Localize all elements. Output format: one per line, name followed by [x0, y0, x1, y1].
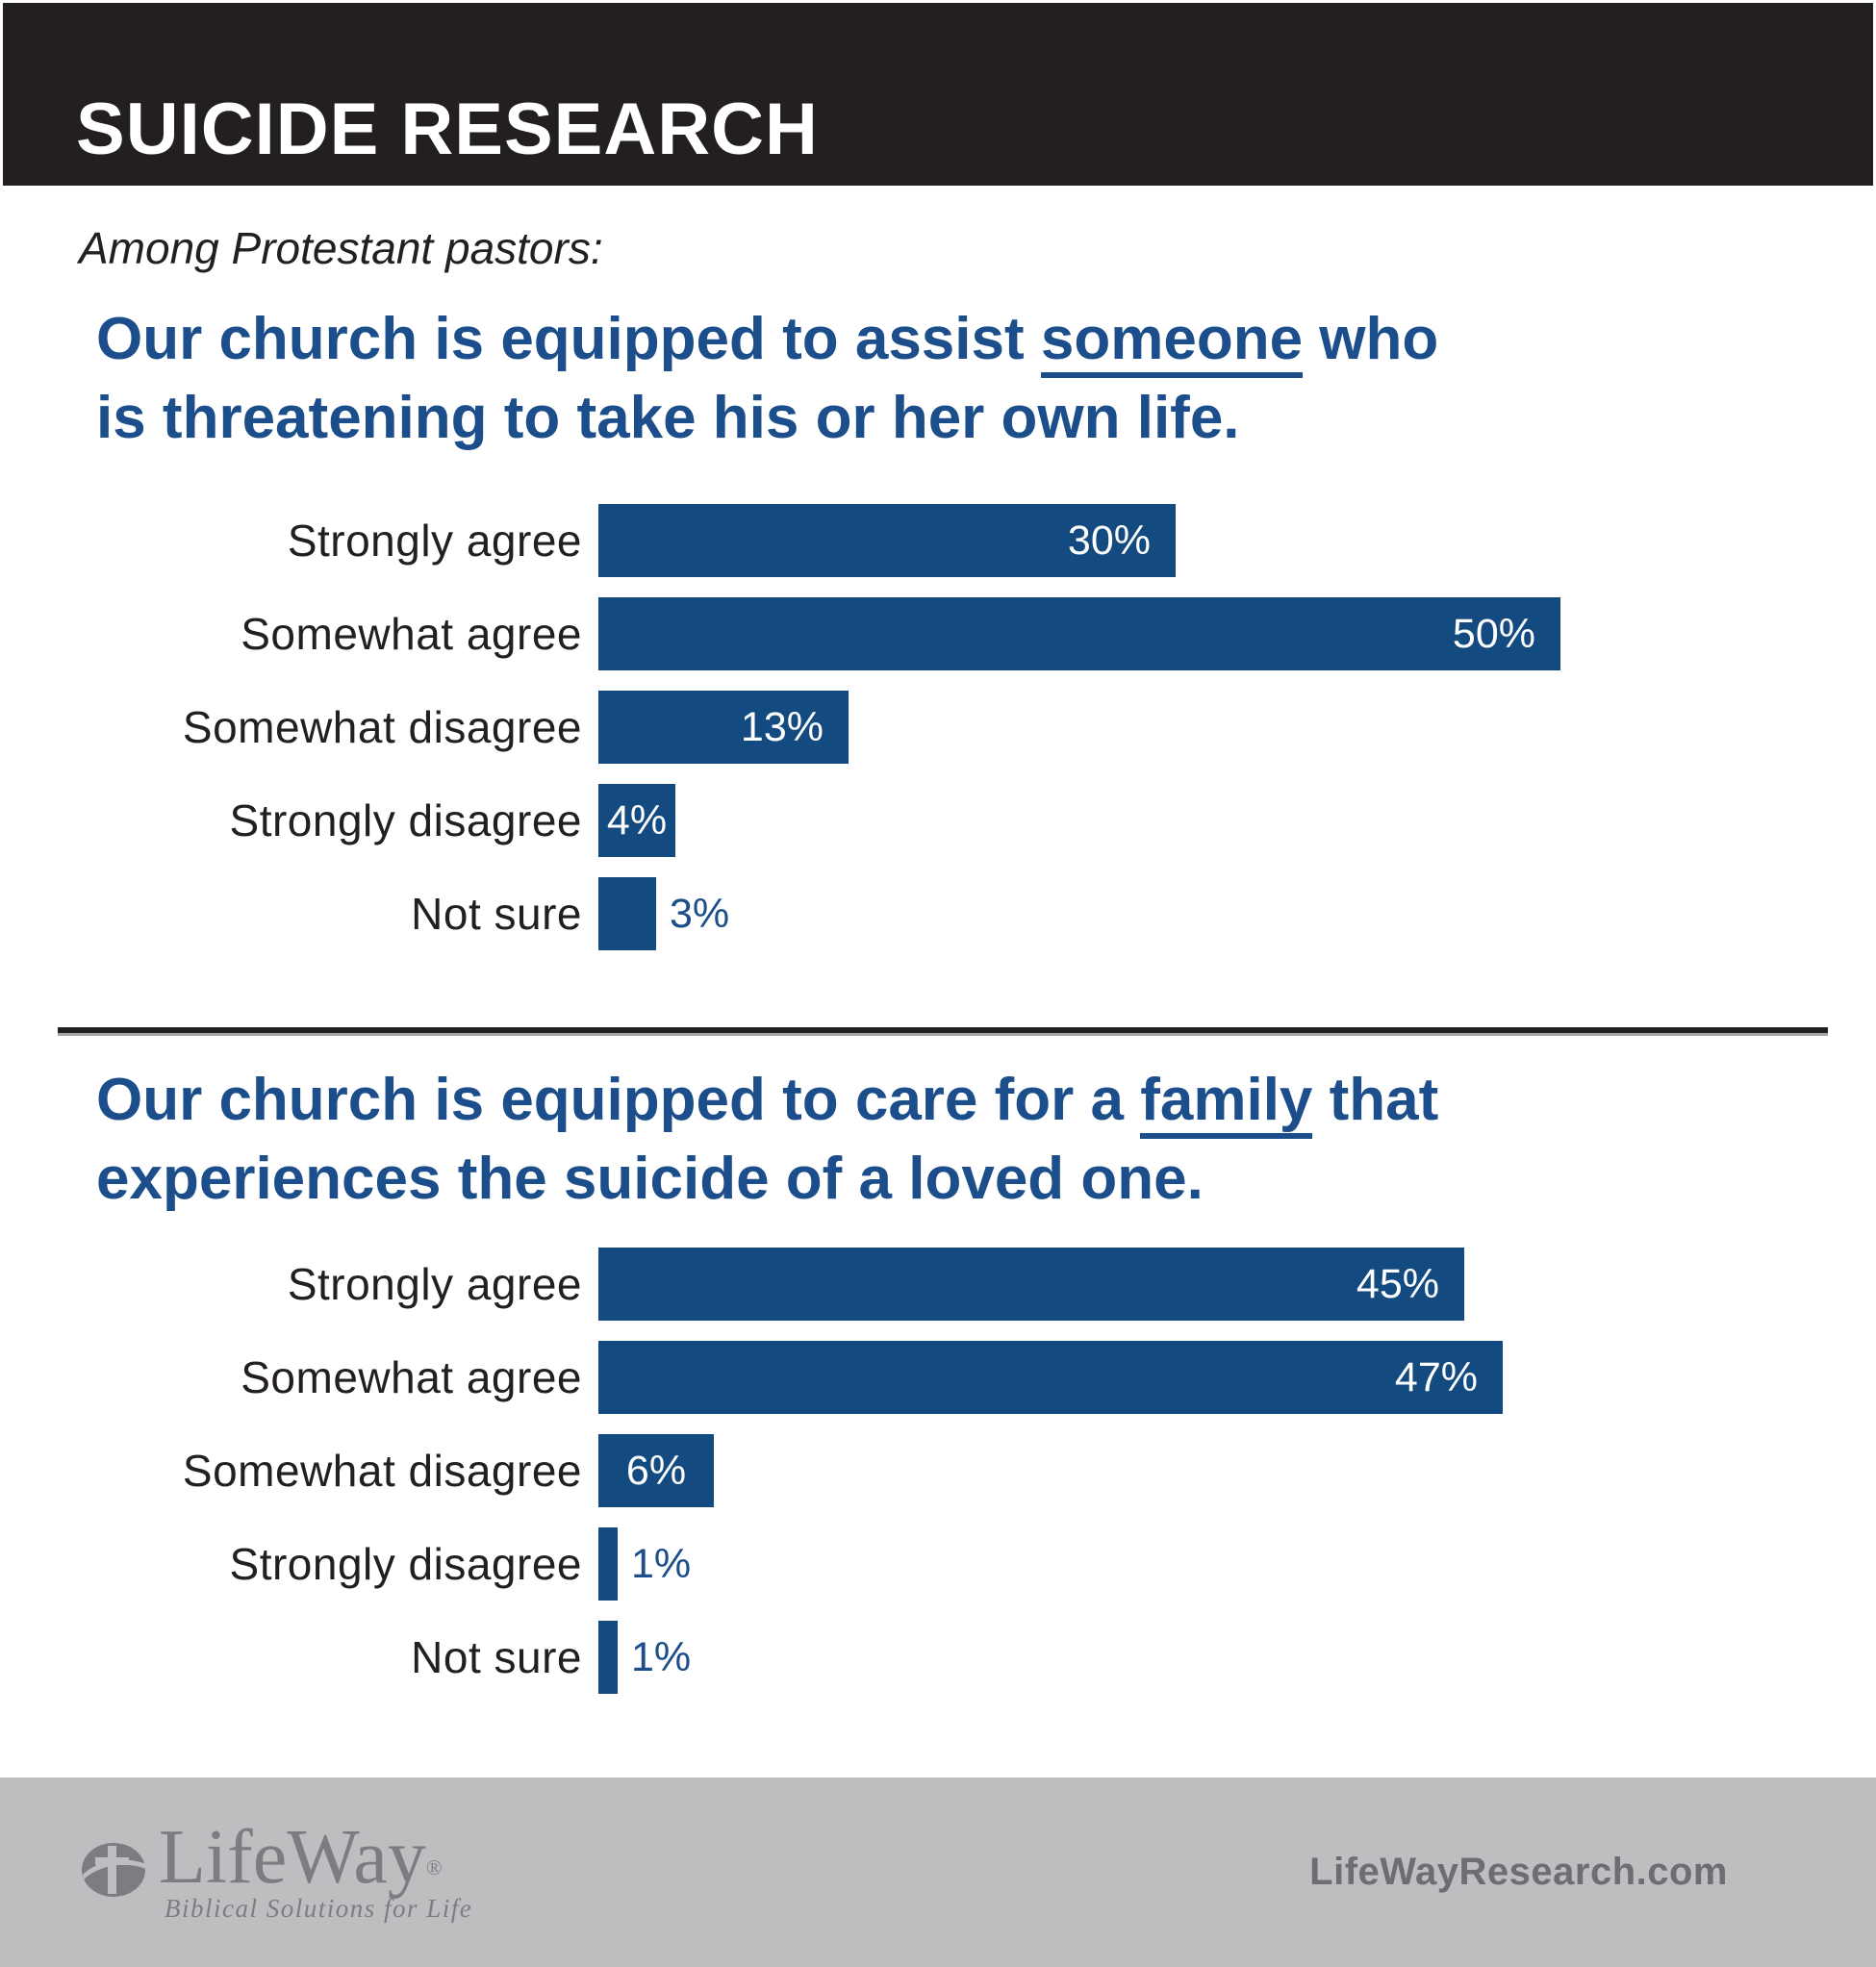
- value-label: 6%: [625, 1447, 687, 1494]
- value-label: 30%: [1067, 517, 1151, 564]
- category-label: Somewhat agree: [241, 609, 582, 659]
- bar: 13%: [598, 691, 849, 764]
- bar-area: 30%: [598, 504, 1176, 577]
- bar-area: 3%: [598, 877, 729, 950]
- bar-chart-family: Strongly agree 45% Somewhat agree 47% Somewh…: [0, 1248, 1876, 1694]
- chart-row: Strongly agree 45%: [0, 1248, 1876, 1321]
- category-label: Strongly disagree: [229, 1539, 582, 1589]
- category-label: Strongly disagree: [229, 795, 582, 845]
- chart-2-title-post: that: [1312, 1067, 1439, 1133]
- chart-1-title-post: who: [1303, 306, 1439, 372]
- bar: [598, 1527, 618, 1601]
- bar-area: 1%: [598, 1621, 691, 1694]
- bar-area: 13%: [598, 691, 849, 764]
- chart-row: Somewhat agree 47%: [0, 1341, 1876, 1414]
- value-label: 1%: [631, 1633, 692, 1680]
- bar-area: 4%: [598, 784, 675, 857]
- bar-area: 1%: [598, 1527, 691, 1601]
- value-label: 1%: [631, 1540, 692, 1587]
- registered-mark: ®: [425, 1855, 443, 1879]
- category-label: Strongly agree: [287, 1259, 582, 1309]
- bar: 50%: [598, 597, 1560, 670]
- category-label: Somewhat agree: [241, 1352, 582, 1402]
- chart-row: Not sure 1%: [0, 1621, 1876, 1694]
- chart-2-title-line2: experiences the suicide of a loved one.: [96, 1146, 1204, 1212]
- value-label: 45%: [1356, 1260, 1439, 1307]
- chart-row: Somewhat disagree 6%: [0, 1434, 1876, 1507]
- bar-area: 6%: [598, 1434, 714, 1507]
- section-divider: [58, 1027, 1828, 1036]
- lifeway-logo-name: LifeWay®: [159, 1815, 443, 1900]
- chart-row: Strongly disagree 1%: [0, 1527, 1876, 1601]
- bar: 4%: [598, 784, 675, 857]
- bar: [598, 877, 656, 950]
- category-label: Not sure: [411, 889, 582, 939]
- category-label: Somewhat disagree: [182, 702, 582, 752]
- bar-area: 47%: [598, 1341, 1503, 1414]
- bar: 45%: [598, 1248, 1464, 1321]
- page-title: SUICIDE RESEARCH: [76, 88, 819, 170]
- category-label: Strongly agree: [287, 516, 582, 566]
- chart-1-title: Our church is equipped to assist someone…: [96, 300, 1751, 458]
- chart-row: Somewhat disagree 13%: [0, 691, 1876, 764]
- footer-bar: LifeWay® Biblical Solutions for Life Lif…: [0, 1778, 1876, 1967]
- lifeway-logo-tagline: Biblical Solutions for Life: [165, 1894, 473, 1923]
- chart-row: Strongly agree 30%: [0, 504, 1876, 577]
- value-label: 47%: [1394, 1353, 1478, 1400]
- chart-row: Not sure 3%: [0, 877, 1876, 950]
- category-label: Somewhat disagree: [182, 1446, 582, 1496]
- value-label: 50%: [1452, 610, 1535, 657]
- bar: [598, 1621, 618, 1694]
- value-label: 3%: [670, 890, 730, 937]
- lifeway-logo-text: LifeWay® Biblical Solutions for Life: [159, 1815, 473, 1924]
- header-bar: SUICIDE RESEARCH: [3, 3, 1873, 186]
- bar-chart-someone: Strongly agree 30% Somewhat agree 50% Somewh…: [0, 504, 1876, 950]
- category-label: Not sure: [411, 1632, 582, 1682]
- chart-1-title-line2: is threatening to take his or her own li…: [96, 385, 1240, 451]
- bar-area: 45%: [598, 1248, 1464, 1321]
- chart-2-title-pre: Our church is equipped to care for a: [96, 1067, 1141, 1133]
- subtitle: Among Protestant pastors:: [79, 223, 603, 273]
- lifeway-globe-cross-icon: [82, 1842, 149, 1903]
- value-label: 13%: [740, 703, 824, 750]
- bar: 30%: [598, 504, 1176, 577]
- chart-1-title-pre: Our church is equipped to assist: [96, 306, 1041, 372]
- bar: 47%: [598, 1341, 1503, 1414]
- chart-2-title-underlined-word: family: [1140, 1067, 1313, 1139]
- chart-row: Strongly disagree 4%: [0, 784, 1876, 857]
- lifeway-research-url: LifeWayResearch.com: [1309, 1851, 1728, 1893]
- chart-1-title-underlined-word: someone: [1040, 306, 1304, 378]
- chart-2-title: Our church is equipped to care for a fam…: [96, 1061, 1751, 1219]
- value-label: 4%: [606, 796, 668, 844]
- lifeway-logo: LifeWay® Biblical Solutions for Life: [82, 1815, 473, 1924]
- bar: 6%: [598, 1434, 714, 1507]
- bar-area: 50%: [598, 597, 1560, 670]
- chart-row: Somewhat agree 50%: [0, 597, 1876, 670]
